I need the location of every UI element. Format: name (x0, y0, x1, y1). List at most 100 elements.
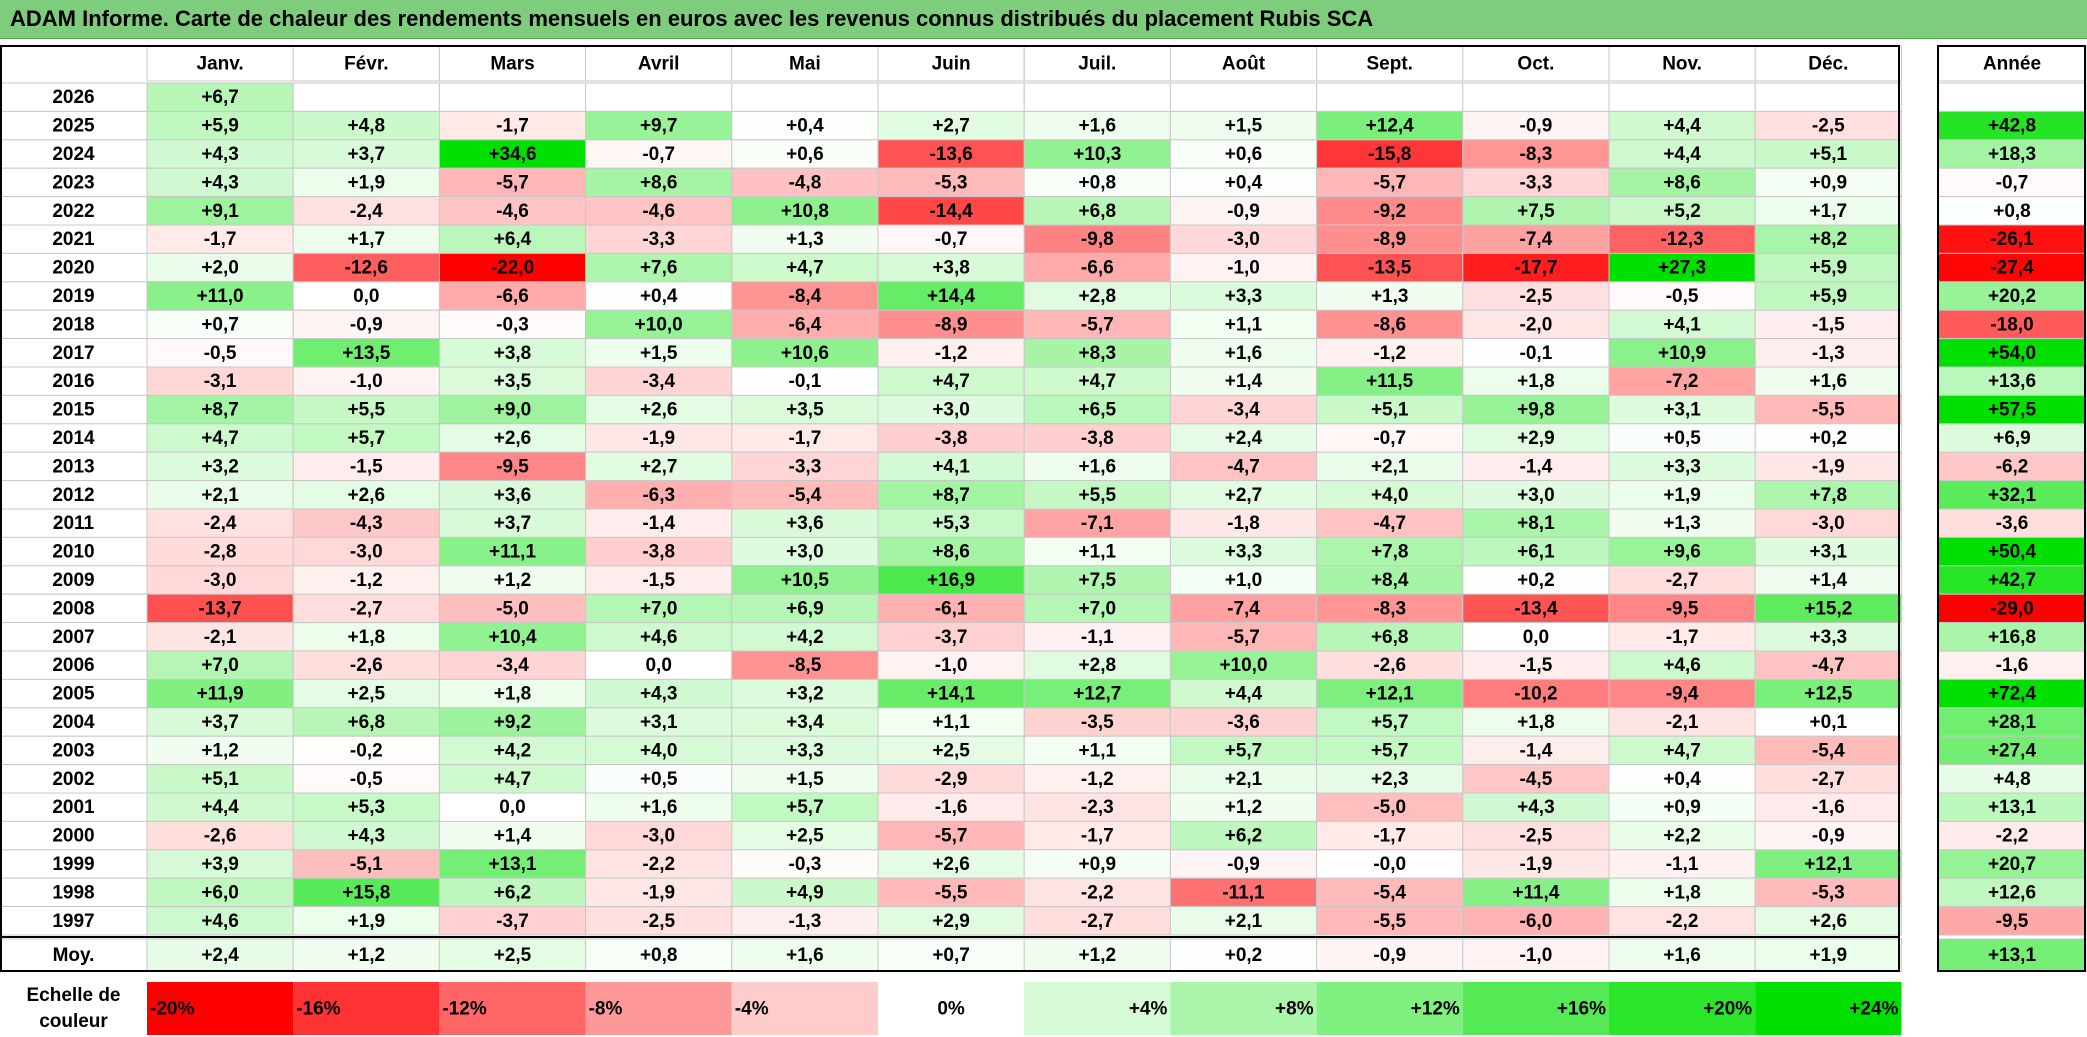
heatmap-cell-value: -0,7 (1373, 428, 1406, 449)
heatmap-cell-value: -2,3 (1081, 797, 1114, 818)
heatmap-cell-value: +11,5 (1366, 371, 1413, 392)
heatmap-cell-value: +0,4 (1663, 769, 1701, 790)
heatmap-cell-value: +12,5 (1804, 684, 1853, 705)
heatmap-cell-value: -22,0 (491, 258, 534, 279)
heatmap-cell (146, 565, 294, 595)
heatmap-cell-value: +2,1 (1371, 456, 1409, 477)
heatmap-cell-value: +3,0 (1517, 485, 1555, 506)
heatmap-cell-value: +3,0 (786, 542, 824, 563)
average-cell-value: +0,7 (932, 945, 970, 966)
heatmap-cell-value: +4,7 (932, 371, 970, 392)
heatmap-cell-value: +1,9 (348, 172, 386, 193)
heatmap-cell-value: +9,6 (1663, 542, 1701, 563)
heatmap-cell (1023, 281, 1171, 311)
heatmap-cell-value: +2,5 (348, 684, 386, 705)
month-header-cell (1169, 45, 1318, 82)
heatmap-cell-value: -5,3 (1812, 882, 1845, 903)
heatmap-cell-value: +2,7 (932, 116, 970, 137)
heatmap-cell (1316, 338, 1464, 368)
heatmap-cell-value: +15,2 (1804, 598, 1852, 619)
year-label: 2023 (52, 172, 94, 193)
heatmap-cell-value: -5,7 (1081, 314, 1114, 335)
heatmap-cell (1316, 252, 1464, 283)
year-label: 2009 (52, 570, 94, 591)
heatmap-cell (146, 167, 294, 198)
month-header-label: Mars (490, 54, 534, 75)
heatmap-cell (585, 764, 733, 794)
heatmap-cell (1608, 480, 1756, 510)
heatmap-cell-value: +12,1 (1804, 854, 1853, 875)
heatmap-cell-value: +4,3 (348, 826, 386, 847)
annual-cell-value: +13,6 (1988, 371, 2036, 392)
heatmap-cell (146, 792, 294, 822)
heatmap-cell-value: -5,7 (1227, 627, 1260, 648)
color-scale-swatch (147, 982, 294, 1035)
heatmap-cell (438, 139, 587, 169)
heatmap-cell (585, 110, 733, 141)
annual-cell-value: +0,8 (1993, 201, 2031, 222)
average-cell-value: +2,4 (201, 945, 239, 966)
heatmap-cell (877, 849, 1025, 879)
heatmap-cell (438, 281, 587, 311)
heatmap-cell-value: -1,4 (642, 513, 675, 534)
year-cell (0, 906, 148, 936)
year-cell (0, 707, 148, 737)
heatmap-cell (877, 224, 1025, 254)
color-scale-swatch (293, 982, 440, 1035)
heatmap-cell-value: +1,9 (348, 911, 386, 932)
heatmap-cell (1462, 650, 1610, 680)
year-label: 2011 (53, 513, 95, 534)
heatmap-cell-value: +3,7 (201, 712, 239, 733)
year-cell (0, 110, 148, 141)
heatmap-cell (1023, 650, 1171, 680)
year-label: 1998 (52, 882, 94, 903)
heatmap-cell-value: +2,1 (201, 485, 239, 506)
heatmap-cell-value: -3,8 (1081, 428, 1114, 449)
heatmap-cell-value: +10,9 (1658, 343, 1706, 364)
heatmap-cell (1462, 451, 1610, 482)
heatmap-cell-value: +1,8 (1517, 712, 1555, 733)
heatmap-cell-value: +5,9 (1810, 286, 1848, 307)
year-label: 2021 (52, 229, 95, 250)
heatmap-cell-value: -17,7 (1514, 258, 1557, 279)
heatmap-cell (1316, 281, 1464, 311)
annual-cell-value: -18,0 (1990, 314, 2033, 335)
color-scale-swatch (1609, 982, 1756, 1035)
heatmap-cell (1754, 764, 1902, 794)
heatmap-cell-value: +11,1 (489, 542, 536, 563)
annual-cell-value: -3,6 (1996, 513, 2029, 534)
heatmap-cell-value: +1,3 (786, 229, 824, 250)
heatmap-cell (1462, 536, 1610, 567)
heatmap-cell-value: -7,4 (1520, 229, 1553, 250)
heatmap-cell-value: +7,0 (1079, 598, 1117, 619)
year-label: 2000 (52, 826, 94, 847)
heatmap-cell-value: +0,6 (1225, 144, 1263, 165)
heatmap-cell (292, 536, 440, 567)
heatmap-cell (1169, 650, 1318, 680)
annual-cell-value: -27,4 (1990, 258, 2034, 279)
heatmap-cell-value: +1,4 (1225, 371, 1263, 392)
color-scale-swatch (1462, 982, 1609, 1035)
heatmap-cell (1023, 423, 1171, 453)
heatmap-cell-value: -0,5 (1666, 286, 1699, 307)
heatmap-cell-value: +1,1 (932, 712, 970, 733)
heatmap-cell-value: 0,0 (499, 797, 525, 818)
heatmap-cell (585, 735, 733, 766)
heatmap-cell-value: +1,0 (1225, 570, 1263, 591)
heatmap-cell-value: -6,6 (496, 286, 529, 307)
heatmap-cell (292, 366, 440, 396)
heatmap-cell (146, 139, 294, 169)
year-cell (0, 82, 148, 112)
heatmap-cell (1169, 678, 1318, 709)
heatmap-cell (731, 764, 879, 794)
heatmap-cell (1754, 593, 1902, 624)
heatmap-cell-value: -5,4 (1373, 882, 1406, 903)
heatmap-cell (1316, 309, 1464, 340)
year-label: 2008 (52, 598, 94, 619)
heatmap-cell-value: +10,8 (781, 201, 829, 222)
heatmap-cell (1754, 82, 1902, 112)
heatmap-cell (1023, 508, 1171, 538)
annual-cell-value: +4,8 (1993, 769, 2031, 790)
heatmap-cell (292, 820, 440, 851)
year-label: 2022 (52, 201, 94, 222)
